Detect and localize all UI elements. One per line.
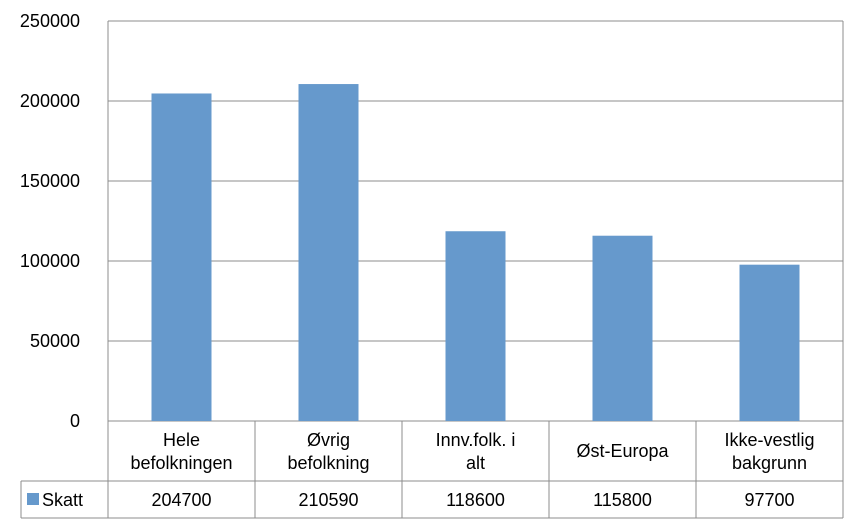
y-tick-label: 50000 <box>30 331 80 351</box>
bar <box>739 264 800 421</box>
bar <box>298 84 359 421</box>
data-label: 115800 <box>593 490 652 510</box>
category-label: Innv.folk. i alt <box>436 430 516 473</box>
bar <box>445 231 506 421</box>
y-tick-label: 200000 <box>20 91 80 111</box>
data-label: 204700 <box>151 490 211 510</box>
y-tick-label: 150000 <box>20 171 80 191</box>
data-label: 118600 <box>446 490 505 510</box>
data-label: 97700 <box>744 490 794 510</box>
y-tick-label: 100000 <box>20 251 80 271</box>
category-label: Øst-Europa <box>576 441 669 461</box>
y-tick-label: 250000 <box>20 11 80 31</box>
category-label: Hele befolkningen <box>130 430 232 473</box>
category-label: Øvrig befolkning <box>287 430 369 473</box>
legend-swatch <box>27 493 39 505</box>
y-tick-label: 0 <box>70 411 80 431</box>
data-label: 210590 <box>298 490 358 510</box>
bar <box>151 93 212 421</box>
category-label: Ikke-vestlig bakgrunn <box>724 430 814 473</box>
legend-label: Skatt <box>42 490 83 510</box>
bar <box>592 235 653 421</box>
